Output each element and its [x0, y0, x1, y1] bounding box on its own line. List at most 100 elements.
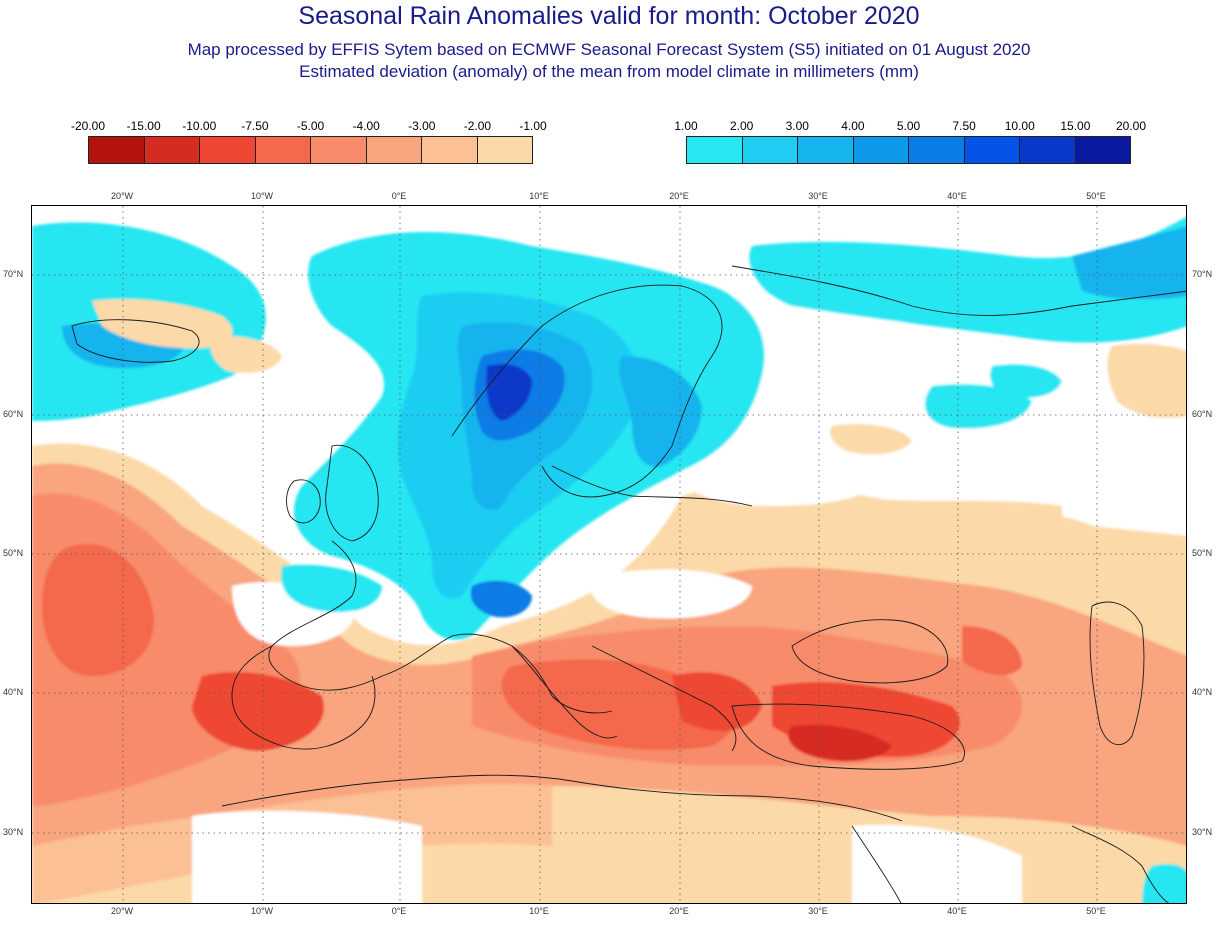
longitude-label: 20°W: [110, 906, 134, 916]
legend_positive-label: 3.00: [785, 119, 809, 133]
longitude-label: 20°E: [669, 906, 689, 916]
legend_positive-swatch: [742, 137, 798, 163]
legend_positive-swatch: [909, 137, 965, 163]
coast-caspian: [1089, 601, 1145, 746]
coast-persian-gulf: [1071, 825, 1170, 903]
neg-patch-russia: [830, 424, 912, 455]
pos-core-alps: [470, 580, 532, 618]
legend_negative-label: -3.00: [408, 119, 436, 133]
legend_positive-label: 20.00: [1115, 119, 1147, 133]
latitude-label: 50°N: [3, 548, 24, 558]
longitude-label: 10°W: [250, 191, 274, 201]
legend_positive-label: 5.00: [896, 119, 921, 133]
map-title: Seasonal Rain Anomalies valid for month:…: [298, 2, 920, 30]
coast-iceland: [71, 319, 200, 363]
anomaly-map-svg: [32, 206, 1186, 903]
legend_negative-swatch: [366, 137, 422, 163]
coast-baltic: [551, 465, 753, 507]
coast-ireland: [286, 479, 321, 524]
legend_negative-swatch: [311, 137, 367, 163]
coast-red-sea: [851, 825, 902, 903]
legend_negative-label: -4.00: [352, 119, 380, 133]
legend_negative-swatch: [89, 137, 145, 163]
legend_negative-swatch: [144, 137, 200, 163]
legend_positive-label: 7.50: [952, 119, 976, 133]
coast-europe-west: [268, 540, 613, 714]
pos-patch-caspian: [1142, 864, 1186, 903]
latitude-label: 40°N: [1192, 687, 1213, 697]
longitude-label: 20°W: [110, 191, 134, 201]
neg-patch-north-east: [1107, 343, 1186, 418]
legend_positive-label: 4.00: [841, 119, 865, 133]
longitude-label: 0°E: [391, 191, 407, 201]
neg-patch-atl2: [210, 335, 282, 373]
neg-core-aegean: [672, 672, 762, 731]
white-gap-central-east: [590, 569, 752, 619]
pos-band-finland: [619, 356, 702, 467]
latitude-label: 50°N: [1192, 548, 1213, 558]
coastlines: [71, 265, 1186, 903]
longitude-label: 50°E: [1086, 191, 1106, 201]
white-gap-north-africa: [192, 810, 422, 903]
legend_negative-label: -5.00: [296, 119, 325, 133]
neg-core-east: [962, 626, 1022, 676]
longitude-label: 10°E: [529, 906, 549, 916]
legend_positive-label: 15.00: [1060, 119, 1091, 133]
legend_negative-label: -10.00: [182, 119, 217, 133]
latitude-label: 60°N: [1192, 409, 1213, 419]
legend-positive-labels: 1.00 2.00 3.00 4.00 5.00 7.50 10.00 15.00 20.00: [674, 119, 1146, 133]
coast-balkans-greece: [591, 645, 737, 752]
legend_positive-swatch: [964, 137, 1020, 163]
legend_negative-label: -20.00: [70, 119, 106, 133]
coast-black-sea: [791, 619, 949, 684]
longitude-label: 20°E: [669, 191, 689, 201]
neg-core-turkey: [788, 724, 892, 762]
white-gap-ukraine: [672, 452, 874, 506]
pos-core-norway-2: [486, 364, 532, 421]
coast-russia-north: [731, 265, 1186, 316]
longitude-label: 10°E: [529, 191, 549, 201]
legend_positive-swatch: [687, 137, 743, 163]
neg-core-iberia: [42, 544, 154, 676]
map-subtitle-2: Estimated deviation (anomaly) of the mea…: [299, 62, 919, 81]
legend_negative-swatch: [422, 137, 478, 163]
latitude-label: 30°N: [1192, 827, 1213, 837]
latitude-label: 40°N: [3, 687, 24, 697]
white-gap-arabia: [852, 824, 1022, 903]
white-north-east: [650, 295, 1186, 466]
pos-patch-iberia-north: [281, 564, 382, 613]
pos-band-russia-north: [749, 217, 1186, 343]
legend_positive-swatch: [853, 137, 909, 163]
legend_negative-swatch: [200, 137, 256, 163]
legend_negative-label: -15.00: [126, 119, 161, 133]
longitude-label: 0°E: [391, 906, 407, 916]
pos-patch-east-2: [990, 364, 1062, 398]
legend-positive-colorbar: [686, 136, 1131, 164]
legend_positive-label: 10.00: [1004, 119, 1035, 133]
longitude-label: 40°E: [947, 906, 967, 916]
legend_negative-label: -2.00: [463, 119, 492, 133]
coast-italy: [511, 645, 618, 739]
legend_positive-label: 1.00: [674, 119, 698, 133]
coast-turkey: [731, 703, 965, 770]
graticule: [32, 206, 1186, 903]
legend_positive-label: 2.00: [729, 119, 754, 133]
legend_positive-swatch: [1075, 137, 1130, 163]
legend_negative-swatch: [477, 137, 532, 163]
legend-negative-labels: -20.00 -15.00 -10.00 -7.50 -5.00 -4.00 -3.00 -2…: [71, 119, 547, 133]
legend-negative-colorbar: [88, 136, 533, 164]
latitude-label: 60°N: [3, 409, 24, 419]
coast-north-africa: [221, 774, 903, 822]
longitude-label: 50°E: [1086, 906, 1106, 916]
legend_negative-label: -1.00: [519, 119, 547, 133]
legend_negative-label: -7.50: [241, 119, 269, 133]
latitude-label: 70°N: [3, 269, 24, 279]
pos-band-russia-north-2: [1072, 226, 1186, 300]
latitude-label: 70°N: [1192, 269, 1213, 279]
map-subtitle-1: Map processed by EFFIS Sytem based on EC…: [187, 40, 1031, 59]
coast-great-britain: [325, 444, 379, 542]
legend_positive-swatch: [798, 137, 854, 163]
longitude-label: 30°E: [808, 906, 828, 916]
legend_positive-swatch: [1020, 137, 1076, 163]
legend_negative-swatch: [255, 137, 311, 163]
